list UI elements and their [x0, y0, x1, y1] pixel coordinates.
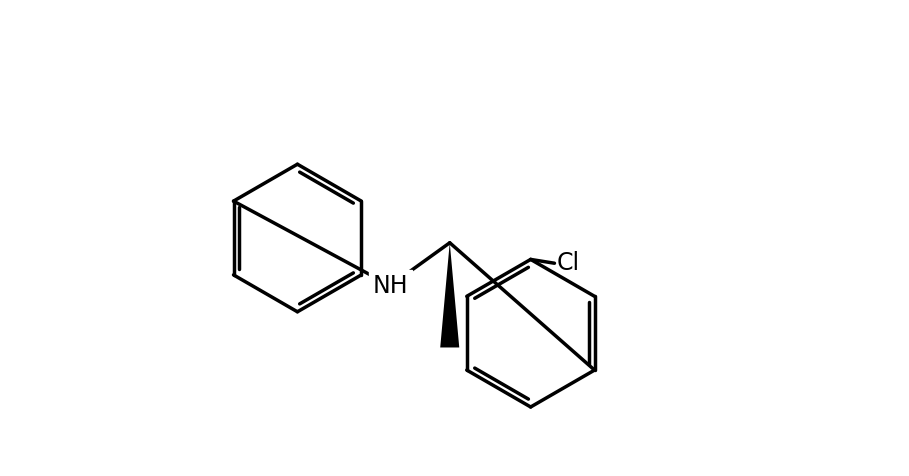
- Text: Cl: Cl: [557, 251, 580, 275]
- Text: NH: NH: [373, 274, 408, 298]
- Polygon shape: [440, 243, 459, 347]
